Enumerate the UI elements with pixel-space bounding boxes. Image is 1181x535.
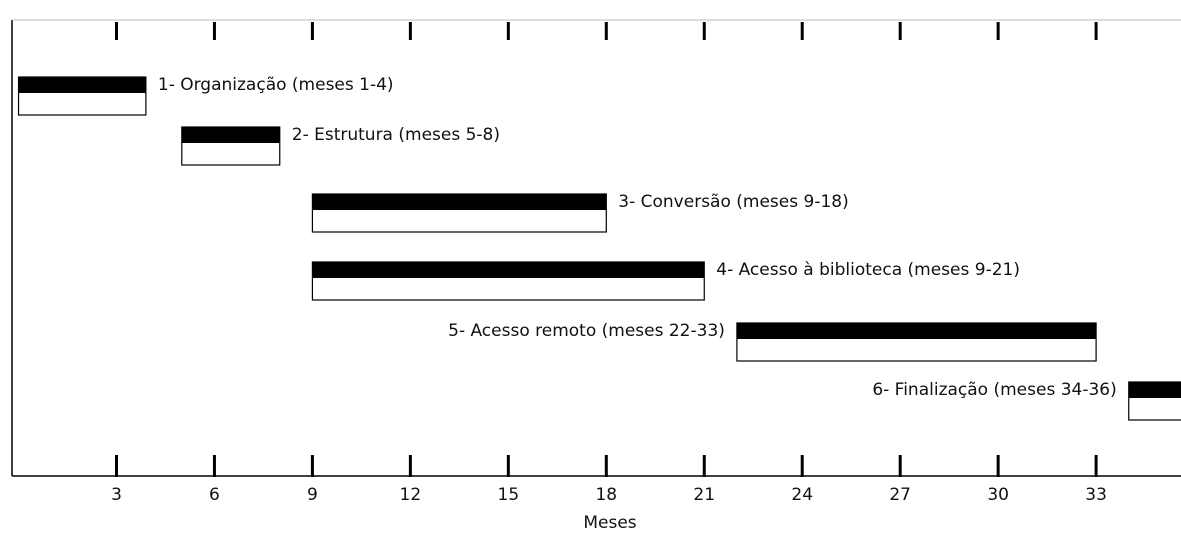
task-bar-fill <box>18 77 146 93</box>
x-tick-label: 27 <box>889 485 911 505</box>
x-tick-label: 30 <box>987 485 1009 505</box>
x-tick-label: 3 <box>111 485 122 505</box>
task-bar-fill <box>181 127 280 143</box>
x-tick-label: 12 <box>400 485 422 505</box>
task-bar <box>311 261 705 301</box>
task-bar-fill <box>736 323 1097 339</box>
task-label: 6- Finalização (meses 34-36) <box>872 380 1116 400</box>
x-tick-label: 33 <box>1085 485 1107 505</box>
task-bar <box>181 126 281 166</box>
task-label: 1- Organização (meses 1-4) <box>158 75 394 95</box>
x-axis-label: Meses <box>583 513 636 533</box>
task-bar-fill <box>312 194 607 210</box>
task-bar <box>1128 381 1181 421</box>
x-tick-label: 21 <box>693 485 715 505</box>
task-label: 4- Acesso à biblioteca (meses 9-21) <box>716 260 1020 280</box>
task-bar <box>736 322 1097 362</box>
task-label: 3- Conversão (meses 9-18) <box>618 192 848 212</box>
task-bar-fill <box>312 262 705 278</box>
x-tick-label: 15 <box>498 485 520 505</box>
task-bar-fill <box>1128 382 1181 398</box>
x-tick-label: 9 <box>307 485 318 505</box>
task-label: 2- Estrutura (meses 5-8) <box>292 125 500 145</box>
x-tick-label: 18 <box>595 485 617 505</box>
x-tick-label: 6 <box>209 485 220 505</box>
task-label: 5- Acesso remoto (meses 22-33) <box>448 321 725 341</box>
task-bar <box>311 193 607 233</box>
x-tick-label: 24 <box>791 485 813 505</box>
task-bar <box>17 76 147 116</box>
